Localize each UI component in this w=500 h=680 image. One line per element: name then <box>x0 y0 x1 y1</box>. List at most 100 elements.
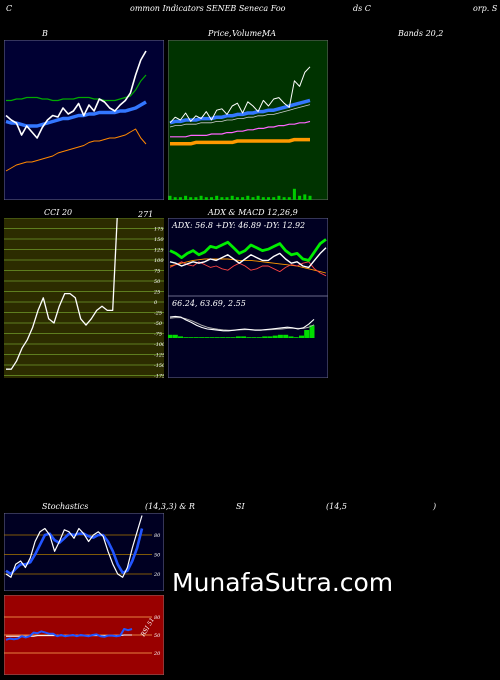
macd-histogram-bar <box>293 337 299 338</box>
cci-bg <box>4 218 164 378</box>
cci-value: 271 <box>138 210 154 219</box>
macd-histogram-bar <box>241 336 247 338</box>
volume-bar <box>261 197 265 200</box>
macd-values: 66.24, 63.69, 2.55 <box>172 299 246 308</box>
macd-histogram-bar <box>172 334 178 338</box>
stoch-title: Stochastics <box>42 502 89 511</box>
cci-tick-label: -100 <box>154 342 164 348</box>
volume-bar <box>287 197 291 200</box>
macd-histogram-bar <box>262 336 268 338</box>
stoch-tick-label: 50 <box>154 553 161 559</box>
adx-macd-panel <box>168 218 328 378</box>
stoch-tick-label: 80 <box>154 533 161 539</box>
price-title-2: Volume, <box>232 29 265 38</box>
ma-long-line <box>170 137 310 146</box>
price-line <box>169 66 311 124</box>
volume-bar <box>173 197 177 200</box>
volume-bar <box>267 197 270 200</box>
cci-line <box>6 218 118 370</box>
macd-histogram-bar <box>178 336 183 338</box>
macd-histogram-bar <box>251 337 257 338</box>
price-panel <box>168 40 328 200</box>
cci-tick-label: 50 <box>154 279 161 285</box>
rsi-close: ) <box>433 502 437 511</box>
macd-line <box>169 315 315 332</box>
macd-histogram-bar <box>304 330 310 338</box>
bollinger-upper-band <box>6 74 147 102</box>
volume-bar <box>277 195 281 200</box>
rsi-tick-label: 80 <box>154 615 161 621</box>
volume-bar <box>210 197 213 200</box>
volume-bar <box>303 194 307 200</box>
volume-bar <box>272 197 276 200</box>
volume-bar <box>298 195 302 200</box>
cci-tick-label: -25 <box>154 311 162 317</box>
macd-histogram-bar <box>204 337 210 338</box>
header-seg-2: ommon Indicators SENEB Seneca Foo <box>130 4 286 13</box>
ma-short-line <box>169 98 311 125</box>
macd-histogram-bar <box>272 335 278 338</box>
volume-bar <box>235 197 239 200</box>
cci-tick-label: 175 <box>154 227 164 233</box>
bollinger-bg <box>4 40 164 200</box>
watermark: MunafaSutra.com <box>172 568 394 597</box>
cci-tick-label: 75 <box>154 269 160 275</box>
volume-bar <box>189 197 193 200</box>
stoch-tick-label: 20 <box>153 572 161 578</box>
adx-line <box>169 238 327 262</box>
volume-bar <box>282 197 286 200</box>
cci-tick-label: 150 <box>154 237 164 243</box>
cci-tick-label: 100 <box>154 258 164 264</box>
header-seg-3: ds C <box>353 4 371 13</box>
volume-bar <box>204 197 208 200</box>
ma-short-line-2 <box>169 104 311 128</box>
volume-bar <box>168 195 172 200</box>
stoch-bg <box>4 513 164 591</box>
cci-tick-label: -75 <box>154 332 162 338</box>
bollinger-middle-band <box>5 100 147 128</box>
stoch-d-line <box>5 528 144 576</box>
bollinger-title: B <box>42 29 48 38</box>
bands-title: Bands 20,2 <box>398 29 444 38</box>
macd-histogram-bar <box>188 337 194 338</box>
volume-bar <box>220 197 224 200</box>
bollinger-price-line <box>5 50 147 139</box>
macd-histogram-bar <box>256 337 262 338</box>
macd-histogram-bar <box>246 337 252 338</box>
cci-tick-label: -50 <box>154 321 163 327</box>
header-seg-1: C <box>6 4 13 13</box>
macd-histogram-bar <box>168 334 173 338</box>
volume-bar <box>308 195 312 200</box>
stoch-params: (14,3,3) & R <box>145 502 195 511</box>
macd-histogram-bar <box>225 337 231 338</box>
stoch-panel: 80 50 20 <box>4 513 164 591</box>
cci-tick-label: -150 <box>154 363 164 369</box>
cci-tick-label: 0 <box>154 300 158 306</box>
price-title-1: Price, <box>208 29 232 38</box>
volume-bar <box>292 188 296 200</box>
rsi-tick-label: 20 <box>153 651 161 657</box>
header-seg-4: orp. S <box>473 4 498 13</box>
volume-bar <box>241 197 245 200</box>
volume-bar <box>251 197 255 200</box>
cci-tick-label: 125 <box>154 248 164 254</box>
macd-histogram-bar <box>183 337 189 338</box>
adx-bg <box>168 218 328 378</box>
volume-bar <box>194 197 198 200</box>
ma-mid-line <box>170 120 311 138</box>
bollinger-panel <box>4 40 164 200</box>
rsi-tick-label: 50 <box>154 633 161 639</box>
adx-macd-title: ADX & MACD 12,26,9 <box>208 208 298 217</box>
macd-histogram-bar <box>214 337 220 338</box>
volume-bar <box>199 195 203 200</box>
macd-histogram-bar <box>193 337 199 338</box>
macd-histogram-bar <box>299 335 304 338</box>
adx-plus-di-line <box>169 247 327 269</box>
rsi-title: SI <box>236 502 245 511</box>
macd-histogram-bar <box>220 337 226 338</box>
macd-histogram-bar <box>277 334 283 338</box>
stoch-k-line <box>5 515 143 578</box>
volume-bar <box>184 195 188 200</box>
